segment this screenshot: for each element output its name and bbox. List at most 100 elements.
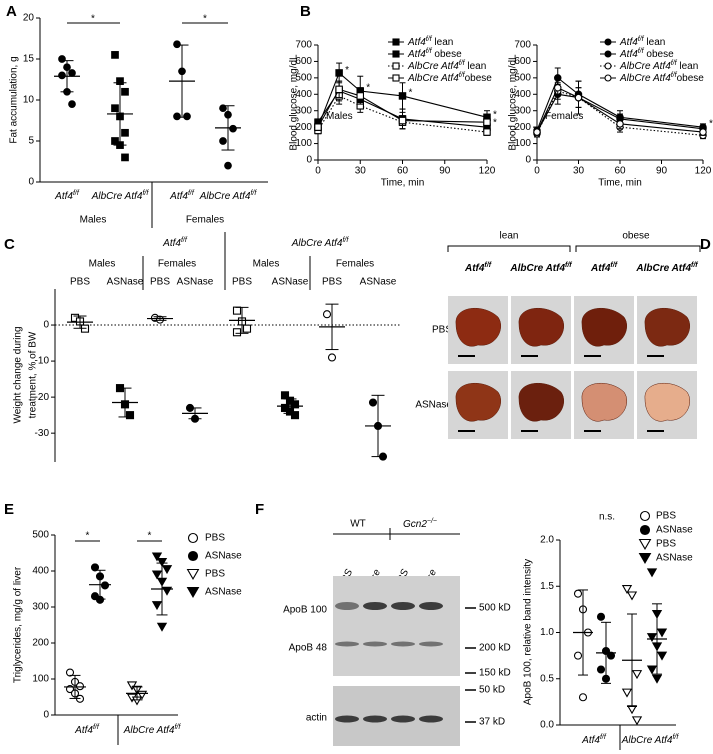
y-axis-label: Weight change during — [13, 326, 24, 423]
genotype-label-part: Atf4 — [464, 263, 485, 274]
legend-label: AlbCre Atf4f/fobese — [619, 72, 704, 84]
marker — [126, 681, 138, 691]
panel-letter: A — [6, 3, 17, 20]
marker — [58, 71, 66, 80]
marker — [327, 353, 337, 362]
marker — [621, 688, 633, 698]
liver — [581, 382, 628, 422]
significance: * — [493, 118, 497, 129]
y-tick-label: 10 — [23, 95, 35, 106]
marker — [646, 633, 658, 643]
marker — [229, 124, 237, 133]
genotype-label-part: f/f — [484, 262, 491, 269]
marker — [100, 581, 110, 590]
significance: * — [345, 65, 349, 76]
band — [419, 641, 443, 647]
x-tick-label: 30 — [573, 166, 585, 177]
marker — [121, 153, 129, 162]
marker — [335, 85, 343, 94]
genotype-label-part: f/f — [565, 262, 572, 269]
x-tick-label: 60 — [614, 166, 626, 177]
marker — [699, 128, 707, 136]
x-category-label-part: Atf4 — [74, 725, 93, 736]
series-line — [536, 90, 704, 136]
legend-label-part: lean — [677, 61, 699, 72]
marker — [553, 83, 562, 92]
x-category-label: AlbCre Atf4f/f — [199, 190, 258, 202]
liver — [518, 382, 565, 422]
liver — [644, 382, 691, 422]
marker — [125, 411, 135, 420]
y-tick-label: 1.5 — [540, 581, 554, 592]
treatment-label: PBS — [150, 277, 170, 288]
y-tick-label: -10 — [35, 356, 50, 367]
x-tick-label: 30 — [355, 166, 367, 177]
y-tick-label: 400 — [295, 89, 312, 100]
legend-label: PBS — [205, 569, 225, 580]
blot-image — [333, 686, 460, 746]
significance: * — [203, 14, 207, 25]
y-tick-label: -20 — [35, 392, 50, 403]
marker — [161, 565, 173, 575]
annotation: n.s. — [599, 512, 615, 523]
marker — [392, 74, 400, 82]
sex-label: Males — [253, 259, 280, 270]
marker — [232, 328, 242, 337]
y-tick-label: 600 — [295, 56, 312, 67]
marker — [314, 123, 322, 131]
marker — [578, 693, 588, 702]
marker — [68, 100, 76, 108]
marker — [356, 92, 364, 100]
x-axis-label: Time, min — [381, 178, 425, 189]
marker — [392, 38, 400, 46]
marker — [111, 137, 119, 145]
y-tick-label: 0 — [306, 155, 312, 166]
y-tick-label: 300 — [32, 602, 49, 613]
band — [419, 715, 443, 723]
genotype-label: Atf4f/f — [162, 237, 188, 249]
x-axis-label: Time, min — [598, 178, 642, 189]
legend-label: Atf4f/f obese — [407, 48, 462, 60]
band-label: actin — [306, 713, 327, 724]
band-label: ApoB 48 — [289, 643, 328, 654]
y-tick-label: 0 — [525, 155, 531, 166]
genotype-label: AlbCre Atf4f/f — [635, 262, 698, 274]
marker — [596, 612, 606, 621]
y-tick-label: 200 — [32, 638, 49, 649]
marker — [573, 589, 583, 598]
y-tick-label: 0.5 — [540, 673, 554, 684]
marker — [604, 74, 612, 82]
genotype-label-part: f/f — [342, 237, 349, 244]
legend-label: ASNase — [205, 551, 242, 562]
significance: * — [366, 82, 370, 93]
y-tick-label: 500 — [295, 72, 312, 83]
marker — [183, 112, 191, 121]
significance: * — [91, 14, 95, 25]
x-category-label-part: AlbCre Atf4 — [123, 725, 175, 736]
group-label: WT — [350, 519, 366, 530]
treatment-label: ASNase — [272, 277, 309, 288]
legend-label-part: obese — [465, 73, 493, 84]
y-axis-label: Fat accumulation, g — [9, 56, 20, 143]
marker — [639, 524, 651, 536]
marker — [656, 628, 668, 638]
significance: * — [409, 87, 413, 98]
band — [363, 715, 387, 723]
legend-label-part: f/f — [426, 36, 433, 43]
ladder-label: 150 kD — [479, 668, 511, 679]
liver — [644, 307, 691, 347]
marker — [631, 670, 643, 680]
legend-label-part: Atf4 — [619, 49, 638, 60]
liver — [455, 307, 502, 347]
marker — [656, 651, 668, 661]
bracket — [447, 245, 571, 252]
group-label-part: −/− — [427, 518, 437, 525]
x-category-label-part: f/f — [73, 190, 80, 197]
band — [335, 602, 359, 610]
marker — [290, 411, 300, 420]
genotype-label-part: f/f — [691, 262, 698, 269]
marker — [483, 128, 491, 136]
marker — [335, 69, 343, 77]
x-tick-label: 120 — [479, 166, 496, 177]
marker — [173, 112, 181, 121]
